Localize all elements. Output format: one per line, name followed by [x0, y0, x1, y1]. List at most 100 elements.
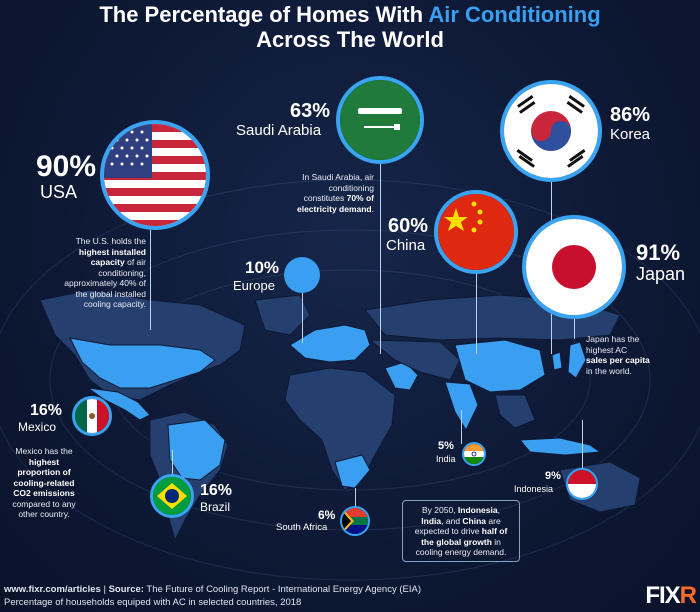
south-africa-name: South Africa	[276, 522, 328, 533]
usa-percent: 90%	[36, 150, 97, 183]
footer-source-text: The Future of Cooling Report - Internati…	[143, 584, 421, 595]
growth-note-line: expected to drive	[414, 526, 482, 536]
japan-note: Japan has the highest AC sales per capit…	[586, 334, 666, 376]
china-flag-ring	[434, 190, 518, 274]
europe-marker-icon	[284, 257, 320, 293]
japan-leader-line	[574, 319, 575, 339]
usa-name: USA	[40, 182, 78, 202]
mexico-note-line: Mexico has the	[15, 446, 73, 456]
europe-name: Europe	[233, 278, 275, 293]
mexico-note-line: compared to any	[12, 498, 76, 509]
usa-note-line: of air	[124, 257, 146, 267]
brand-logo-accent: R	[679, 582, 697, 609]
growth-note-bold: half of	[481, 526, 508, 536]
japan-name: Japan	[636, 264, 686, 284]
india-flag-icon	[464, 444, 484, 464]
china-flag-icon	[438, 194, 514, 270]
land-indonesia	[518, 437, 602, 456]
growth-note-box: By 2050, Indonesia, India, and China are…	[402, 500, 520, 562]
south-africa-percent: 6%	[318, 508, 336, 522]
south-africa-flag-ring	[340, 506, 370, 536]
title-line-1: The Percentage of Homes With Air Conditi…	[0, 2, 700, 28]
saudi-leader-line	[380, 164, 381, 354]
south-africa-flag-icon	[342, 508, 368, 534]
growth-note-bold: India	[421, 515, 442, 526]
brazil-percent: 16%	[200, 482, 233, 499]
indonesia-percent: 9%	[545, 470, 561, 482]
mexico-note-bold: CO2 emissions	[13, 488, 75, 498]
india-leader-line	[461, 410, 462, 444]
india-percent: 5%	[438, 440, 454, 452]
india-flag-ring	[462, 442, 486, 466]
usa-note-line: the global installed	[75, 288, 146, 299]
japan-note-line: Japan has the	[586, 334, 640, 344]
saudi-note-bold: electricity demand	[296, 203, 372, 214]
saudi-note-line: conditioning	[328, 182, 374, 193]
saudi-percent: 63%	[290, 100, 331, 122]
title-accent: Air Conditioning	[428, 2, 601, 27]
growth-note-line: , and	[441, 515, 463, 526]
usa-note-line: conditioning,	[98, 267, 146, 278]
brazil-name: Brazil	[200, 500, 231, 514]
footer-url[interactable]: www.fixr.com/articles	[4, 584, 101, 595]
europe-percent: 10%	[245, 258, 280, 277]
land-greenland	[254, 294, 311, 336]
saudi-note-bold: 70% of	[346, 193, 374, 203]
saudi-note-line: constitutes	[303, 193, 347, 203]
land-central-asia	[368, 339, 461, 381]
footer-source-label: Source:	[108, 584, 144, 595]
land-usa	[69, 337, 216, 389]
china-name: China	[386, 237, 426, 254]
korea-flag-icon	[504, 84, 598, 178]
mexico-note-bold: highest	[28, 456, 60, 467]
indonesia-flag-ring	[566, 468, 598, 500]
usa-note-line: approximately 40% of	[64, 278, 146, 288]
korea-percent: 86%	[610, 104, 651, 126]
japan-percent: 91%	[636, 240, 681, 265]
saudi-note-line: .	[371, 203, 374, 214]
growth-note-bold: the global growth	[421, 536, 492, 547]
land-korea	[551, 351, 563, 371]
japan-flag-ring	[522, 215, 626, 319]
brand-logo: FIXR	[645, 582, 697, 610]
footer-source-line: www.fixr.com/articles | Source: The Futu…	[4, 584, 421, 595]
mexico-name: Mexico	[18, 420, 57, 434]
brand-logo-text: FIX	[645, 582, 680, 609]
indonesia-name: Indonesia	[514, 484, 554, 494]
land-europe	[289, 324, 371, 363]
china-leader-line	[476, 274, 477, 354]
indonesia-flag-icon	[568, 470, 596, 498]
mexico-note-bold: proportion of	[17, 467, 71, 477]
usa-note-line: The U.S. holds the	[75, 236, 146, 246]
usa-note-bold: highest installed	[78, 246, 146, 257]
korea-name: Korea	[610, 126, 651, 143]
korea-flag-ring	[500, 80, 602, 182]
mexico-note-bold: cooling-related	[13, 477, 75, 488]
japan-note-line: in the world.	[586, 365, 632, 376]
mexico-note: Mexico has the highest proportion of coo…	[4, 446, 84, 520]
china-percent: 60%	[388, 215, 429, 237]
footer-separator: |	[103, 584, 106, 595]
land-china	[454, 339, 546, 393]
saudi-name: Saudi Arabia	[236, 122, 322, 139]
saudi-flag-ring	[336, 76, 424, 164]
growth-note-line: cooling energy demand.	[415, 547, 507, 557]
footer-caption: Percentage of households equiped with AC…	[4, 597, 302, 608]
land-mexico	[87, 387, 151, 421]
title-line-2: Across The World	[256, 27, 444, 52]
brazil-leader-line	[172, 450, 173, 476]
brazil-flag-icon	[153, 477, 191, 515]
growth-note-bold: Indonesia	[457, 505, 498, 515]
saudi-note: In Saudi Arabia, air conditioning consti…	[250, 172, 374, 214]
saudi-flag-icon	[340, 80, 420, 160]
mexico-percent: 16%	[30, 402, 63, 419]
japan-flag-icon	[526, 219, 622, 315]
land-south-africa	[334, 454, 371, 489]
growth-note-line: in	[491, 536, 501, 547]
growth-note-line: are	[486, 515, 501, 526]
usa-flag-icon	[104, 124, 206, 226]
land-india	[444, 381, 479, 432]
japan-note-bold: sales per capita	[586, 355, 650, 365]
